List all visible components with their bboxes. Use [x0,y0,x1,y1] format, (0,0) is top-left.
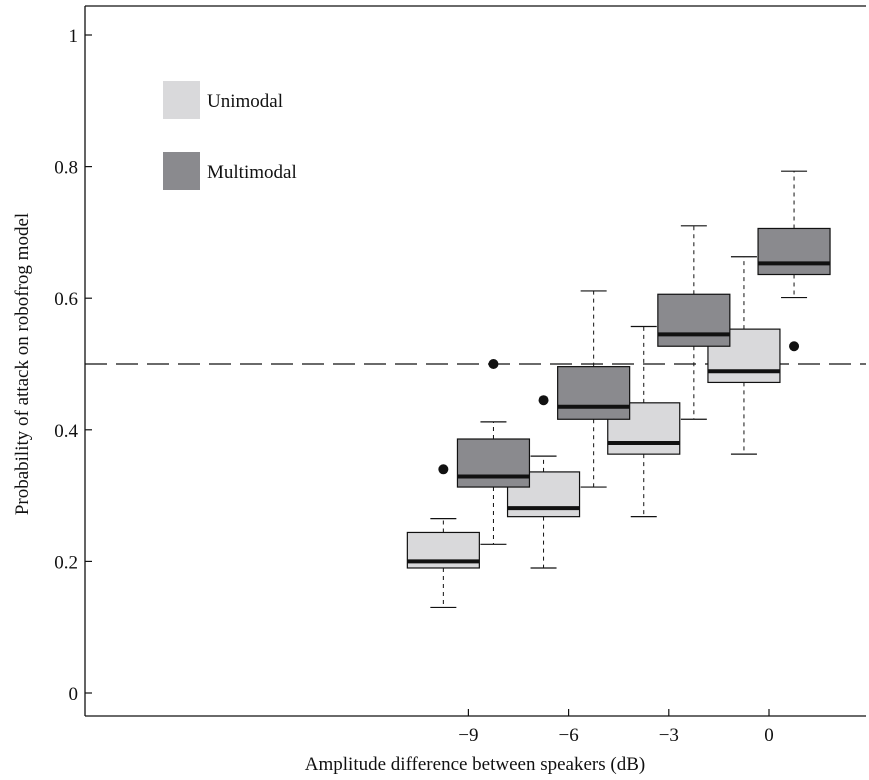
x-tick-label: −3 [659,725,679,746]
multimodal-box [757,227,831,276]
legend-swatch-unimodal [163,81,200,119]
y-tick-label: 0.2 [54,552,78,573]
multimodal-box-group [757,170,831,352]
legend-label-multimodal: Multimodal [207,162,297,183]
multimodal-box-group [557,290,631,488]
outlier-point [488,359,499,369]
multimodal-box-group [456,359,531,545]
y-tick-label: 1 [69,26,79,47]
unimodal-box-group [607,325,681,518]
unimodal-box-group [707,256,781,455]
boxes-group [406,170,831,609]
multimodal-box [657,293,731,347]
outlier-point [438,464,449,475]
unimodal-box-group [406,464,480,609]
y-tick-label: 0.4 [54,421,78,442]
axes: 0 0.2 0.4 0.6 0.8 1 −9 −6 −3 0 [54,5,866,746]
outlier-point [538,395,549,406]
y-tick-label: 0.6 [54,289,78,310]
outlier-point [789,341,800,352]
multimodal-box-group [657,225,731,420]
x-tick-label: −6 [558,725,578,746]
multimodal-box [557,366,631,420]
x-tick-label: −9 [458,725,478,746]
y-axis-label: Probability of attack on robofrog model [12,213,33,515]
legend-label-unimodal: Unimodal [207,91,283,112]
x-axis-label: Amplitude difference between speakers (d… [305,754,645,775]
x-tick-label: 0 [764,725,774,746]
multimodal-box [456,438,531,488]
y-tick-label: 0.8 [54,158,78,179]
y-tick-label: 0 [69,684,79,705]
legend: Unimodal Multimodal [163,81,297,190]
axis-labels: Amplitude difference between speakers (d… [12,213,645,775]
legend-swatch-multimodal [163,152,200,190]
